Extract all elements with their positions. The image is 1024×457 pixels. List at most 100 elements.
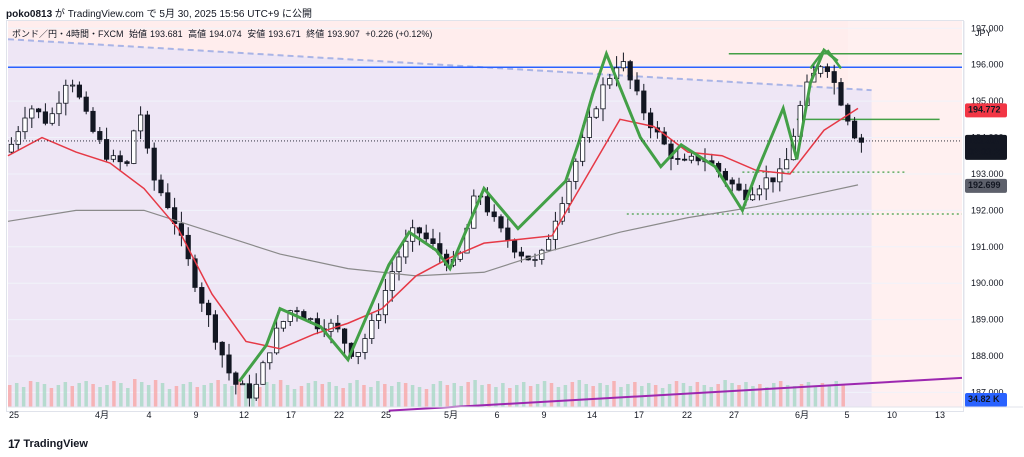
volume-bar-52 bbox=[369, 387, 373, 407]
volume-bar-40 bbox=[285, 385, 290, 407]
volume-bar-76 bbox=[535, 384, 540, 407]
x-tick-8: 5月 bbox=[444, 410, 458, 420]
candle-body-111 bbox=[763, 177, 769, 190]
candle-body-88 bbox=[607, 78, 613, 86]
y-tick-9: 188.000 bbox=[971, 351, 1004, 361]
x-tick-10: 9 bbox=[541, 410, 546, 420]
candle-body-61 bbox=[423, 232, 429, 240]
x-tick-13: 22 bbox=[682, 410, 692, 420]
volume-bar-55 bbox=[390, 386, 394, 407]
volume-bar-81 bbox=[570, 382, 575, 407]
volume-bar-34 bbox=[244, 383, 248, 407]
volume-bar-110 bbox=[772, 383, 776, 407]
x-tick-1: 4月 bbox=[95, 410, 109, 420]
candle-body-36 bbox=[253, 383, 259, 399]
volume-bar-69 bbox=[487, 384, 491, 407]
volume-bar-101 bbox=[709, 387, 713, 407]
candle-body-85 bbox=[586, 116, 593, 138]
volume-bar-98 bbox=[688, 386, 693, 407]
volume-bar-8 bbox=[63, 382, 68, 407]
volume-bar-46 bbox=[327, 382, 331, 407]
upper-trendline bbox=[7, 38, 872, 92]
volume-bar-104 bbox=[730, 383, 734, 407]
volume-bar-13 bbox=[98, 387, 102, 407]
volume-bar-5 bbox=[42, 384, 47, 407]
volume-bar-78 bbox=[549, 383, 554, 407]
candle-body-2 bbox=[22, 117, 28, 133]
volume-bar-1 bbox=[14, 383, 19, 407]
volume-bar-107 bbox=[751, 386, 755, 407]
volume-bar-47 bbox=[334, 386, 338, 407]
y-tick-0: 197.000 bbox=[971, 23, 1004, 33]
candle-body-17 bbox=[124, 161, 130, 164]
volume-bar-50 bbox=[355, 380, 359, 407]
close-label: 終値 bbox=[306, 29, 325, 39]
candle-body-49 bbox=[341, 328, 348, 344]
x-tick-5: 17 bbox=[286, 410, 296, 420]
volume-bar-102 bbox=[716, 384, 720, 407]
candle-body-72 bbox=[498, 216, 504, 229]
open-value: 193.681 bbox=[150, 29, 183, 39]
brand-name[interactable]: TradingView bbox=[23, 438, 88, 450]
candle-body-39 bbox=[273, 327, 280, 354]
volume-bar-75 bbox=[528, 386, 533, 407]
volume-bar-26 bbox=[188, 382, 193, 407]
candle-body-37 bbox=[260, 362, 266, 385]
publisher-name[interactable]: poko0813 bbox=[6, 9, 53, 20]
x-tick-2: 4 bbox=[146, 410, 151, 420]
candle-body-94 bbox=[648, 112, 654, 129]
x-tick-15: 6月 bbox=[795, 410, 809, 420]
change-value: +0.226 (+0.12%) bbox=[365, 29, 433, 39]
volume-bar-62 bbox=[438, 381, 443, 407]
volume-bar-58 bbox=[410, 385, 415, 407]
volume-bar-19 bbox=[139, 382, 144, 407]
zigzag-pattern-line bbox=[237, 47, 839, 383]
volume-bar-54 bbox=[383, 384, 387, 407]
candle-body-35 bbox=[246, 383, 252, 399]
candle-body-1 bbox=[15, 131, 21, 145]
candle-body-120 bbox=[824, 66, 831, 72]
candle-body-40 bbox=[280, 321, 287, 329]
candle-body-9 bbox=[70, 84, 76, 87]
candle-body-121 bbox=[831, 71, 837, 83]
volume-bar-77 bbox=[542, 381, 547, 407]
volume-bar-42 bbox=[299, 386, 304, 407]
candle-body-21 bbox=[151, 147, 157, 181]
volume-tag-text-0: 34.82 K bbox=[968, 394, 1000, 404]
currency-label: JPY bbox=[975, 28, 992, 38]
volume-bar-39 bbox=[278, 380, 283, 407]
volume-bar-119 bbox=[834, 381, 839, 407]
publish-header: poko0813 が TradingView.com で 5月 30, 2025… bbox=[6, 5, 312, 20]
y-tick-7: 190.000 bbox=[971, 278, 1004, 288]
y-tick-6: 191.000 bbox=[971, 242, 1004, 252]
volume-bar-70 bbox=[494, 387, 498, 407]
volume-bar-97 bbox=[681, 383, 686, 407]
candle-body-125 bbox=[858, 137, 865, 143]
y-tick-10: 187.000 bbox=[971, 387, 1004, 397]
volume-bar-111 bbox=[778, 381, 783, 407]
volume-bar-108 bbox=[758, 384, 762, 407]
candle-body-18 bbox=[131, 130, 137, 164]
volume-bar-12 bbox=[91, 384, 95, 407]
volume-bar-114 bbox=[799, 384, 804, 407]
last-price-tag-text-0: 193.907 bbox=[968, 136, 1001, 146]
volume-bar-48 bbox=[341, 388, 345, 407]
volume-bar-71 bbox=[501, 383, 505, 407]
volume-bar-63 bbox=[445, 385, 450, 407]
candle-body-105 bbox=[722, 170, 729, 181]
x-tick-7: 25 bbox=[381, 410, 391, 420]
volume-bar-83 bbox=[584, 384, 588, 407]
high-value: 194.074 bbox=[209, 29, 242, 39]
candle-body-32 bbox=[226, 354, 232, 374]
volume-bar-38 bbox=[271, 384, 276, 407]
symbol-label[interactable]: ポンド／円・4時間・FXCM bbox=[12, 29, 124, 39]
candle-body-78 bbox=[539, 249, 545, 260]
volume-bar-99 bbox=[695, 382, 700, 407]
candle-body-93 bbox=[641, 90, 647, 114]
volume-bar-2 bbox=[21, 387, 26, 407]
volume-bar-22 bbox=[160, 383, 165, 407]
volume-bar-3 bbox=[28, 381, 33, 407]
x-tick-4: 12 bbox=[239, 410, 249, 420]
tradingview-logo-icon: 17 bbox=[8, 437, 20, 451]
